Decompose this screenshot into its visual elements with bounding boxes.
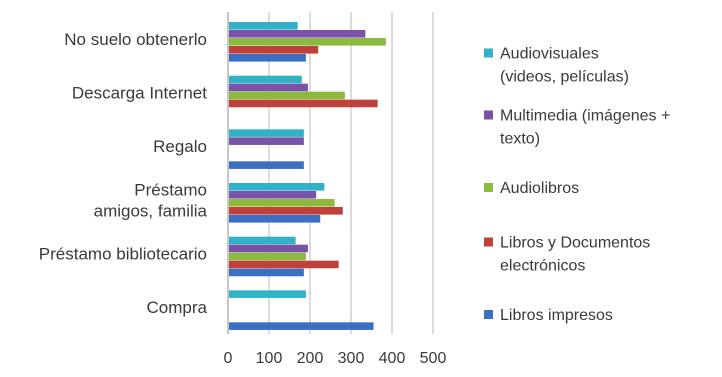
bar <box>229 84 308 92</box>
bar <box>229 137 304 145</box>
category-label: Regalo <box>153 137 207 156</box>
bar <box>229 269 304 277</box>
bar <box>229 290 306 298</box>
legend-label: Libros impresos <box>500 307 613 324</box>
legend-label: (videos, películas) <box>500 69 629 86</box>
legend-swatch <box>484 183 493 192</box>
legend-swatch <box>484 238 493 247</box>
bar <box>229 92 345 100</box>
legend-label: Audiovisuales <box>500 46 599 63</box>
bar <box>229 199 335 207</box>
category-label: No suelo obtenerlo <box>64 30 207 49</box>
bar <box>229 245 308 253</box>
bar <box>229 38 386 46</box>
legend-swatch <box>484 111 493 120</box>
legend-label: Multimedia (imágenes + <box>500 108 670 125</box>
x-tick-label: 100 <box>256 350 283 367</box>
bar <box>229 22 298 30</box>
x-tick-label: 0 <box>224 350 233 367</box>
bar <box>229 129 304 137</box>
category-label: Compra <box>147 298 208 317</box>
x-tick-labels: 0 100 200 300 400 500 <box>224 350 447 367</box>
legend-swatch <box>484 310 493 319</box>
category-label: amigos, familia <box>94 201 208 220</box>
x-tick-label: 500 <box>420 350 447 367</box>
x-tick-label: 200 <box>297 350 324 367</box>
legend-swatch <box>484 49 493 58</box>
legend-label: electrónicos <box>500 258 585 275</box>
category-label: Préstamo bibliotecario <box>39 245 207 264</box>
bar <box>229 237 296 245</box>
bar <box>229 261 339 269</box>
legend-label: Libros y Documentos <box>500 235 650 252</box>
bar <box>229 100 378 108</box>
bar <box>229 46 318 54</box>
legend: Audiovisuales (videos, películas) Multimed… <box>484 46 670 325</box>
bar <box>229 183 324 191</box>
category-labels: No suelo obtenerlo Descarga Internet Regal… <box>39 30 208 317</box>
legend-label: Audiolibros <box>500 180 579 197</box>
category-label: Descarga Internet <box>72 84 207 103</box>
category-label: Préstamo <box>134 180 207 199</box>
x-tick-label: 300 <box>338 350 365 367</box>
bar <box>229 54 306 62</box>
bar <box>229 207 343 215</box>
bar <box>229 191 316 199</box>
bar <box>229 76 302 84</box>
legend-label: texto) <box>500 131 540 148</box>
bar <box>229 322 374 330</box>
x-tick-label: 400 <box>379 350 406 367</box>
bar <box>229 30 365 38</box>
bars <box>229 22 386 330</box>
bar <box>229 161 304 169</box>
bar <box>229 215 320 223</box>
bar <box>229 253 306 261</box>
